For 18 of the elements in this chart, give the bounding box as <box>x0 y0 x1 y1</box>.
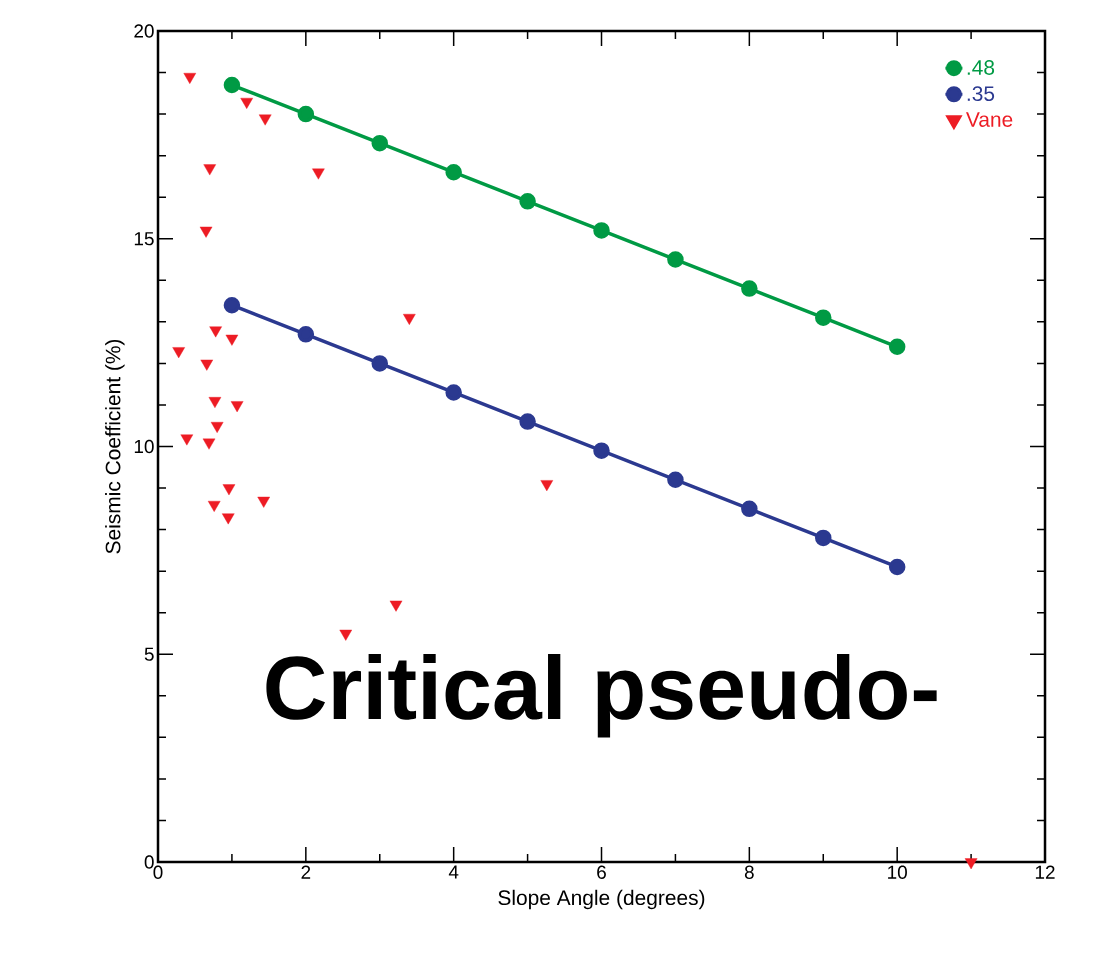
y-tick-label: 10 <box>134 439 154 454</box>
y-tick-label: 5 <box>144 647 154 661</box>
y-tick-label: 20 <box>134 24 154 38</box>
y-axis-title: Seismic Coefficient (%) <box>105 339 125 554</box>
annotation: Critical pseudo- <box>266 654 937 738</box>
y-tick-label: 0 <box>144 855 154 869</box>
x-tick-label: 8 <box>744 865 754 879</box>
x-tick-label: 4 <box>448 865 459 879</box>
x-tick-label: 6 <box>597 865 606 879</box>
x-tick-label: 12 <box>1035 865 1055 879</box>
legend-label: .48 <box>967 60 995 75</box>
x-tick-label: 10 <box>888 865 907 879</box>
x-tick-label: 2 <box>301 865 311 879</box>
x-axis-title: Slope Angle (degrees) <box>498 889 705 910</box>
legend-label: .35 <box>967 86 995 101</box>
legend-label: Vane <box>966 112 1013 127</box>
x-tick-label: 0 <box>153 865 163 879</box>
y-tick-label: 15 <box>134 232 154 246</box>
